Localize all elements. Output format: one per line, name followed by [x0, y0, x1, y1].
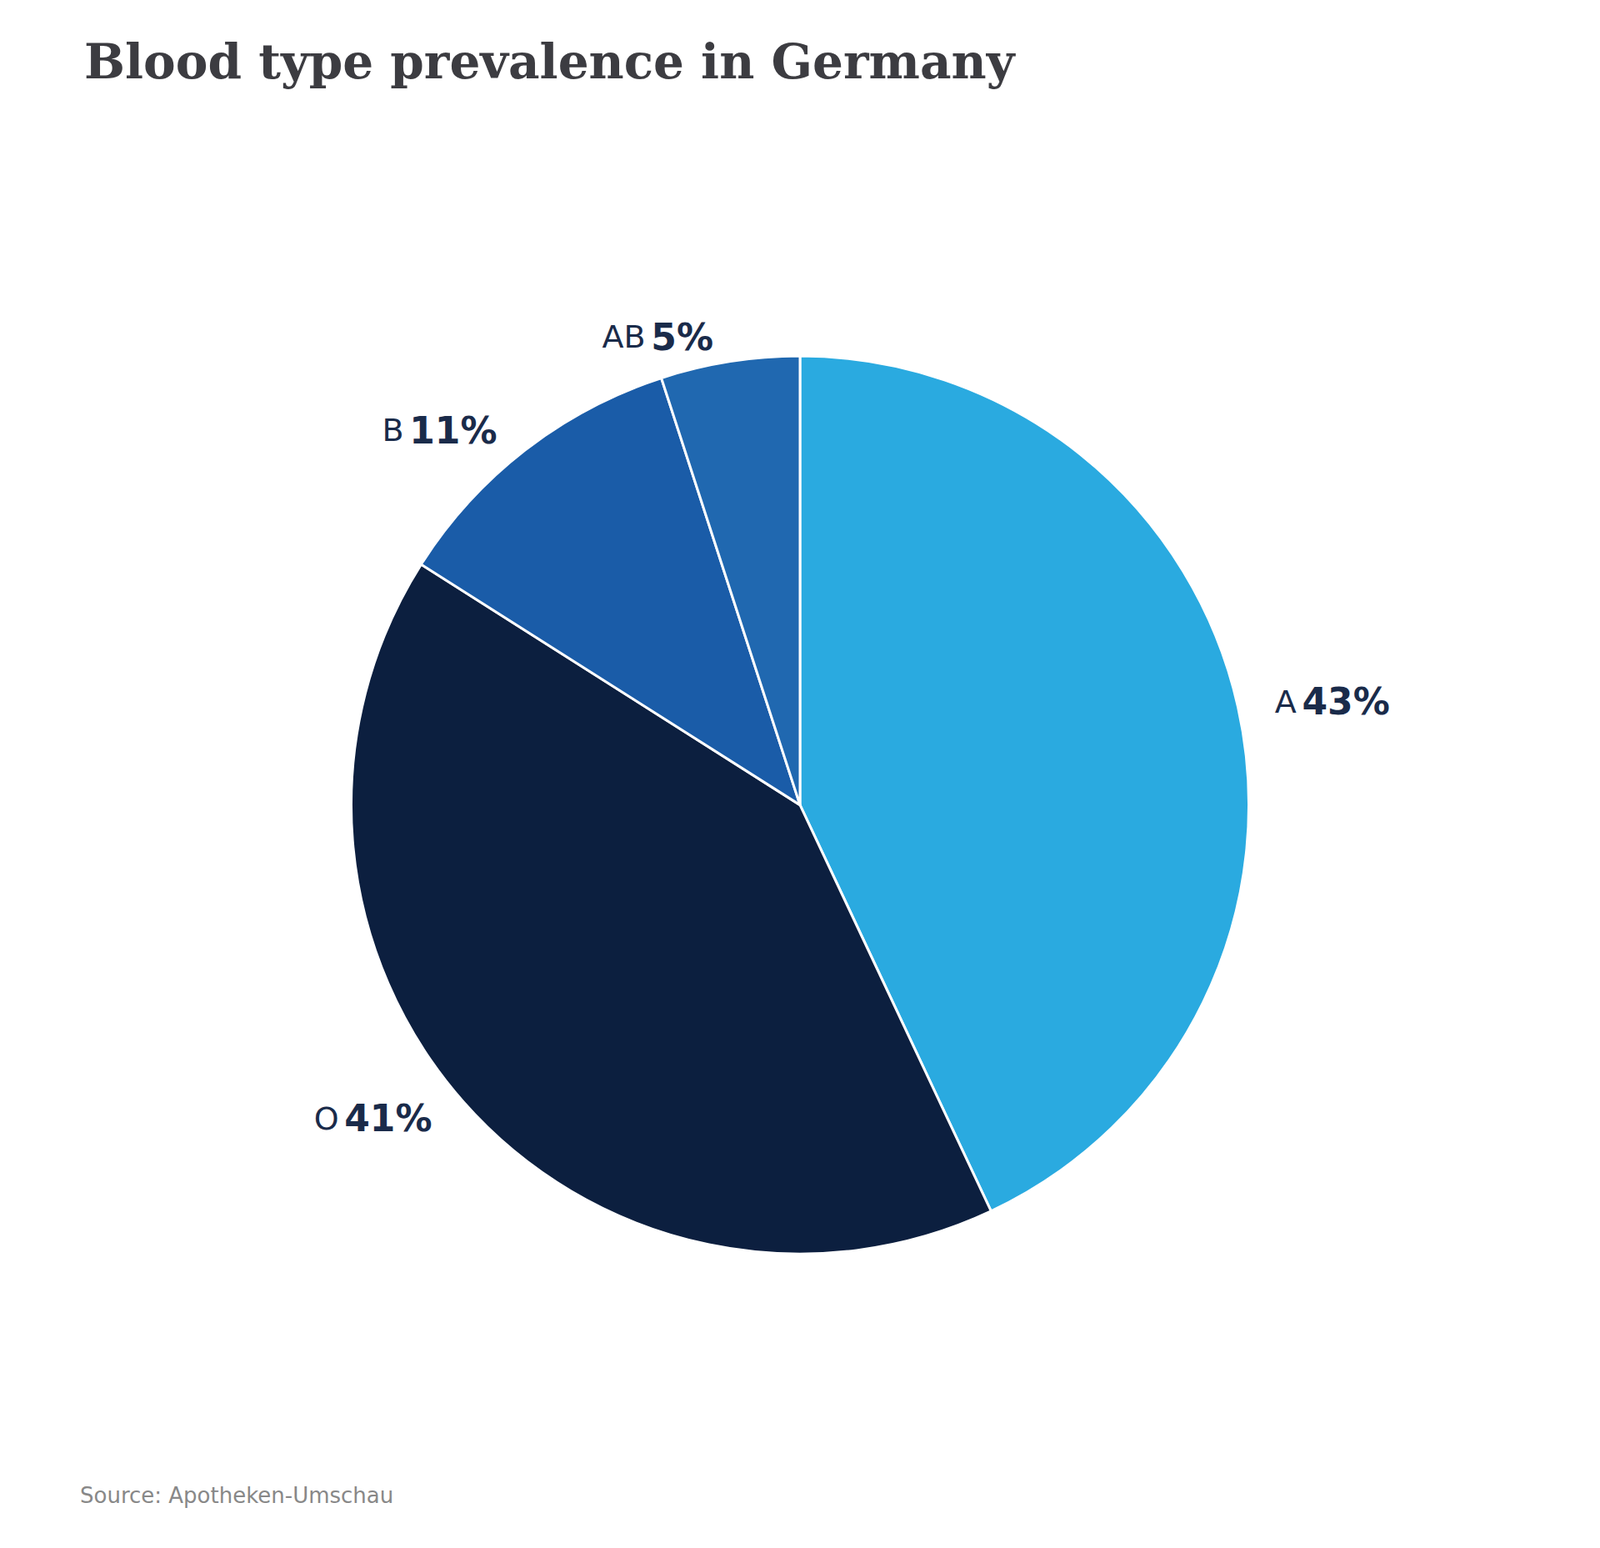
svg-text:AB: AB [602, 318, 646, 355]
svg-text:5%: 5% [650, 315, 714, 359]
svg-text:43%: 43% [1302, 680, 1390, 723]
svg-text:11%: 11% [409, 409, 497, 452]
svg-text:Blood type prevalence in Germa: Blood type prevalence in Germany [84, 33, 1017, 90]
svg-text:B: B [381, 411, 404, 449]
svg-text:A: A [1275, 683, 1297, 720]
svg-text:O: O [314, 1100, 340, 1137]
svg-text:41%: 41% [344, 1096, 432, 1140]
svg-text:Source: Apotheken-Umschau: Source: Apotheken-Umschau [80, 1482, 394, 1508]
